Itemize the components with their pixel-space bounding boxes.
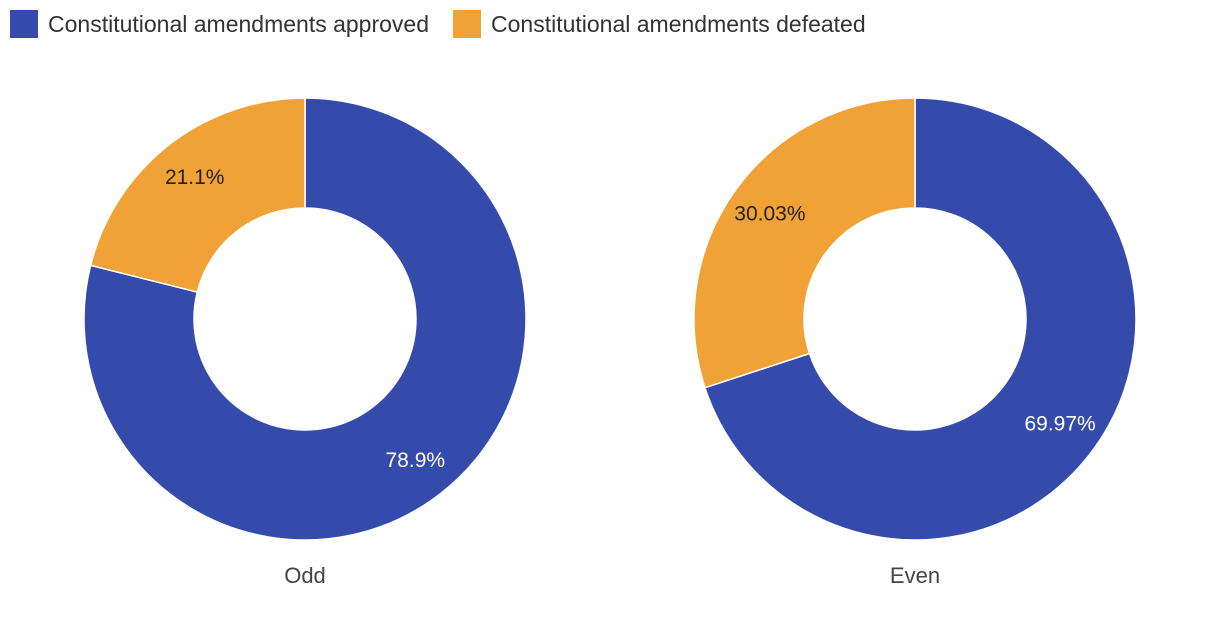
donut-slice-approved[interactable]	[83, 97, 527, 541]
legend-item-approved[interactable]: Constitutional amendments approved	[10, 10, 429, 38]
legend-swatch-approved	[10, 10, 38, 38]
chart-caption: Odd	[284, 563, 326, 588]
chart-caption: Even	[890, 563, 940, 588]
legend-swatch-defeated	[453, 10, 482, 38]
donut-slice-defeated[interactable]	[89, 97, 306, 293]
legend-item-defeated[interactable]: Constitutional amendments defeated	[453, 10, 866, 38]
slice-label-approved: 69.97%	[1024, 413, 1095, 436]
donut-slice-defeated[interactable]	[693, 97, 916, 389]
slice-label-defeated: 21.1%	[165, 166, 225, 189]
donut-slice-approved[interactable]	[703, 97, 1137, 541]
donut-chart-even: 69.97% 30.03% Even	[693, 97, 1137, 588]
slice-label-defeated: 30.03%	[734, 202, 805, 225]
slice-label-approved: 78.9%	[386, 449, 446, 472]
donut-chart-odd: 78.9% 21.1% Odd	[83, 97, 527, 588]
legend-label-defeated: Constitutional amendments defeated	[491, 10, 866, 37]
legend: Constitutional amendments approved Const…	[10, 8, 890, 40]
legend-label-approved: Constitutional amendments approved	[48, 10, 430, 37]
